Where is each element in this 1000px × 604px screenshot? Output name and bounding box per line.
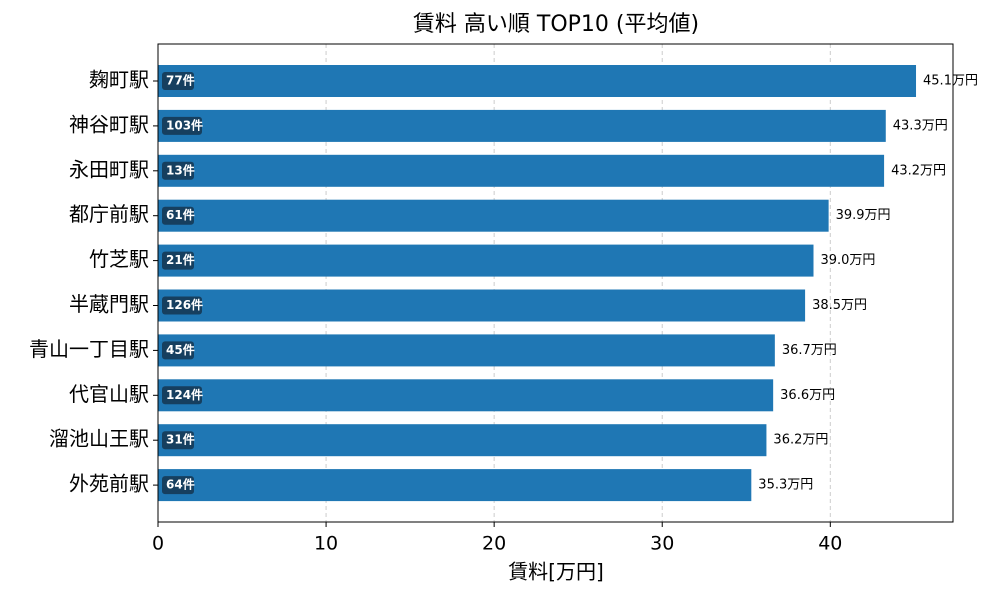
y-tick-label: 竹芝駅 xyxy=(89,247,149,271)
count-label: 103件 xyxy=(166,117,203,132)
count-box xyxy=(162,251,194,270)
count-box xyxy=(162,431,194,450)
bar xyxy=(158,154,885,187)
count-box xyxy=(162,72,194,90)
count-label: 77件 xyxy=(166,73,195,88)
y-tick-label: 青山一丁目駅 xyxy=(29,337,149,361)
value-label: 39.0万円 xyxy=(820,253,875,268)
bar xyxy=(158,469,752,502)
bar xyxy=(158,65,917,97)
count-label: 61件 xyxy=(166,207,195,222)
count-label: 124件 xyxy=(166,387,203,402)
count-box xyxy=(162,341,194,360)
value-label: 36.7万円 xyxy=(782,343,837,358)
y-tick-label: 代官山駅 xyxy=(69,382,149,406)
count-label: 45件 xyxy=(166,342,195,357)
x-tick-label: 10 xyxy=(314,533,338,555)
bar xyxy=(158,244,814,277)
count-box xyxy=(162,476,194,495)
value-label: 43.3万円 xyxy=(893,118,948,133)
value-label: 38.5万円 xyxy=(812,298,867,313)
count-label: 21件 xyxy=(166,252,195,267)
bar xyxy=(158,289,806,322)
plot-frame xyxy=(157,43,954,523)
x-tick-label: 20 xyxy=(482,533,506,555)
count-box xyxy=(162,161,194,180)
value-label: 43.2万円 xyxy=(891,163,946,178)
value-label: 36.2万円 xyxy=(773,433,828,448)
bar xyxy=(158,109,886,142)
count-box xyxy=(162,296,202,315)
y-tick-label: 永田町駅 xyxy=(69,157,149,181)
value-label: 36.6万円 xyxy=(780,388,835,403)
x-tick-label: 40 xyxy=(818,533,842,555)
bar xyxy=(158,334,775,367)
count-label: 31件 xyxy=(166,432,195,447)
value-label: 39.9万円 xyxy=(836,208,891,223)
count-box xyxy=(162,116,202,135)
value-label: 45.1万円 xyxy=(923,74,978,89)
x-tick-label: 0 xyxy=(152,533,164,555)
chart-title: 賃料 高い順 TOP10 (平均値) xyxy=(413,12,699,37)
y-tick-label: 麹町駅 xyxy=(89,68,149,92)
value-label: 35.3万円 xyxy=(758,478,813,493)
y-tick-label: 神谷町駅 xyxy=(69,112,149,136)
count-box xyxy=(162,206,194,225)
count-label: 13件 xyxy=(166,162,195,177)
x-axis-label: 賃料[万円] xyxy=(508,560,604,584)
bar xyxy=(158,424,767,457)
y-tick-label: 溜池山王駅 xyxy=(49,427,149,451)
bar xyxy=(158,379,774,412)
count-label: 64件 xyxy=(166,477,195,492)
y-tick-label: 外苑前駅 xyxy=(69,472,149,496)
bar xyxy=(158,199,829,232)
count-box xyxy=(162,386,202,405)
y-tick-label: 都庁前駅 xyxy=(69,202,149,226)
count-label: 126件 xyxy=(166,297,203,312)
x-tick-label: 30 xyxy=(650,533,674,555)
y-tick-label: 半蔵門駅 xyxy=(69,292,149,316)
